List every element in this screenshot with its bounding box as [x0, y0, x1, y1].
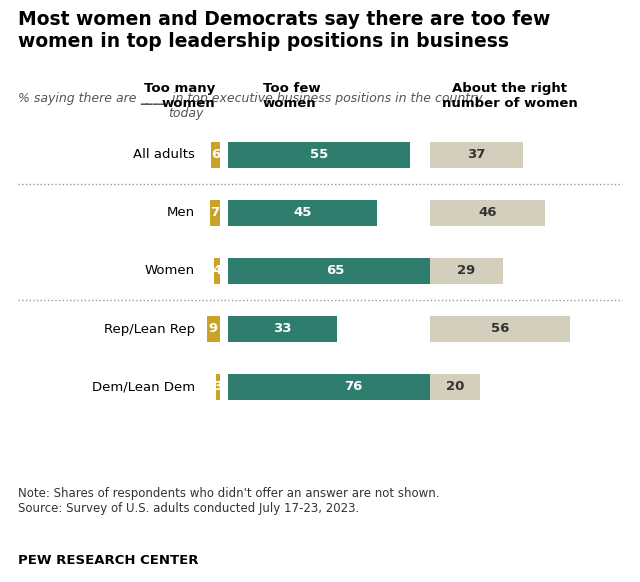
Bar: [216, 374, 220, 400]
Text: 6: 6: [211, 148, 220, 161]
Text: 9: 9: [209, 322, 218, 335]
Text: 20: 20: [446, 381, 464, 393]
Text: 7: 7: [210, 207, 220, 219]
Text: Rep/Lean Rep: Rep/Lean Rep: [104, 322, 195, 335]
Text: 56: 56: [491, 322, 509, 335]
Bar: [214, 258, 220, 284]
Bar: [209, 200, 220, 226]
Bar: [430, 142, 522, 168]
Bar: [430, 258, 502, 284]
Text: 37: 37: [467, 148, 485, 161]
Bar: [430, 200, 545, 226]
Bar: [228, 316, 337, 342]
Bar: [228, 142, 410, 168]
Text: % saying there are: % saying there are: [18, 92, 141, 105]
Text: Too few
women: Too few women: [263, 82, 321, 110]
Text: Note: Shares of respondents who didn't offer an answer are not shown.
Source: Su: Note: Shares of respondents who didn't o…: [18, 487, 440, 515]
Text: 65: 65: [326, 264, 344, 278]
Text: in top executive business positions in the country
today: in top executive business positions in t…: [168, 92, 483, 120]
Bar: [228, 374, 479, 400]
Text: 55: 55: [310, 148, 328, 161]
Text: 3: 3: [213, 381, 222, 393]
Text: Men: Men: [167, 207, 195, 219]
Text: PEW RESEARCH CENTER: PEW RESEARCH CENTER: [18, 554, 198, 567]
Text: All adults: All adults: [133, 148, 195, 161]
Text: Dem/Lean Dem: Dem/Lean Dem: [92, 381, 195, 393]
Bar: [430, 374, 480, 400]
Text: 76: 76: [344, 381, 363, 393]
Text: 33: 33: [273, 322, 292, 335]
Text: Women: Women: [145, 264, 195, 278]
Text: 4: 4: [212, 264, 221, 278]
Text: 46: 46: [478, 207, 497, 219]
Bar: [207, 316, 220, 342]
Text: Most women and Democrats say there are too few
women in top leadership positions: Most women and Democrats say there are t…: [18, 10, 550, 51]
Text: 45: 45: [293, 207, 312, 219]
Text: Too many
women: Too many women: [144, 82, 215, 110]
Bar: [228, 258, 442, 284]
Bar: [430, 316, 570, 342]
Text: About the right
number of women: About the right number of women: [442, 82, 578, 110]
Text: ____: ____: [140, 92, 165, 105]
Bar: [228, 200, 376, 226]
Bar: [211, 142, 220, 168]
Text: 29: 29: [457, 264, 476, 278]
